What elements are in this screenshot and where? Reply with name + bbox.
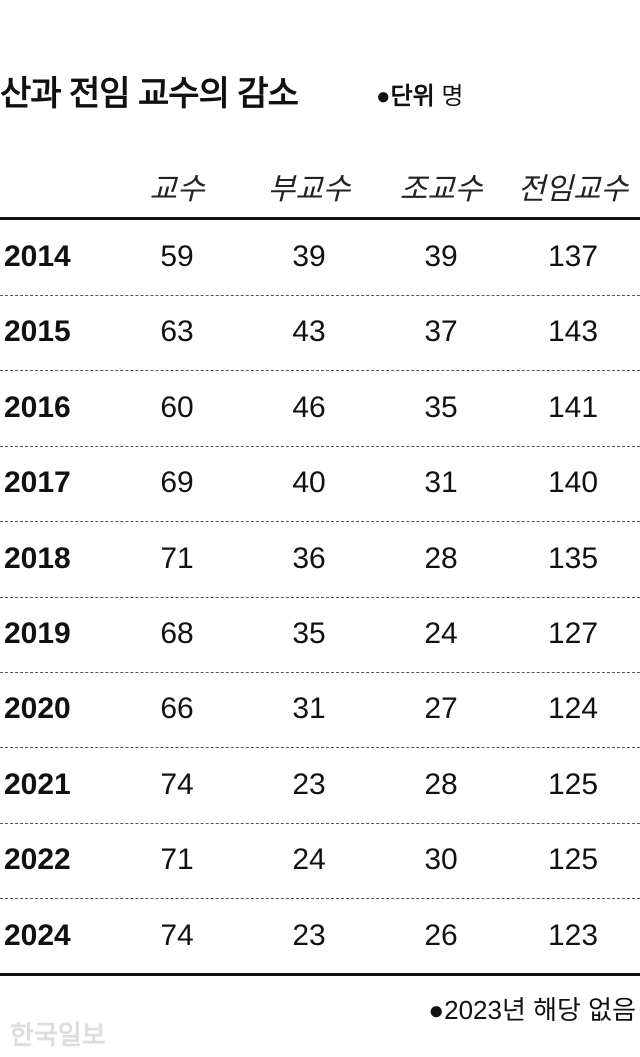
cell: 36 xyxy=(292,541,326,575)
unit: ●단위 명 xyxy=(376,76,463,111)
cell: 26 xyxy=(424,918,458,952)
column-header: 부교수 xyxy=(267,173,351,206)
column-header: 전임교수 xyxy=(517,173,629,206)
cell: 135 xyxy=(547,541,599,575)
column-header: 조교수 xyxy=(399,173,483,206)
bottom-rule xyxy=(0,973,640,976)
cell: 27 xyxy=(424,692,458,726)
row-divider xyxy=(0,822,640,824)
cell: 66 xyxy=(160,692,194,726)
cell: 140 xyxy=(547,466,599,500)
cell: 31 xyxy=(424,466,458,500)
cell: 43 xyxy=(292,315,326,349)
cell: 35 xyxy=(424,390,458,424)
title: 산과 전임 교수의 감소 xyxy=(0,75,299,113)
cell: 24 xyxy=(424,617,458,650)
cell: 30 xyxy=(424,843,458,877)
cell: 59 xyxy=(160,240,194,273)
cell: 28 xyxy=(424,541,458,575)
row-year: 2018 xyxy=(4,541,71,575)
cell: 74 xyxy=(160,767,194,801)
cell: 125 xyxy=(547,843,599,877)
cell: 127 xyxy=(547,617,599,650)
cell: 74 xyxy=(160,918,194,952)
cell: 71 xyxy=(160,843,194,877)
row-divider xyxy=(0,596,640,598)
watermark: 한국일보 xyxy=(10,1020,106,1050)
cell: 141 xyxy=(547,390,599,424)
cell: 125 xyxy=(547,767,599,801)
row-year: 2016 xyxy=(4,390,71,424)
row-year: 2017 xyxy=(4,466,71,500)
unit-value: 명 xyxy=(441,83,464,110)
unit-label: ●단위 xyxy=(376,83,435,110)
cell: 31 xyxy=(292,692,326,726)
row-year: 2021 xyxy=(4,767,71,801)
cell: 28 xyxy=(424,767,458,801)
cell: 68 xyxy=(160,617,194,650)
cell: 63 xyxy=(160,315,194,349)
row-year: 2014 xyxy=(4,240,71,273)
row-year: 2015 xyxy=(4,315,71,349)
cell: 123 xyxy=(547,918,599,952)
cell: 60 xyxy=(160,390,194,424)
cell: 23 xyxy=(292,918,326,952)
cell: 24 xyxy=(292,843,326,877)
cell: 46 xyxy=(292,390,326,424)
row-divider xyxy=(0,370,640,372)
row-divider xyxy=(0,898,640,900)
cell: 23 xyxy=(292,767,326,801)
cell: 137 xyxy=(547,240,599,273)
cell: 143 xyxy=(547,315,599,349)
cell: 39 xyxy=(292,240,326,273)
row-divider xyxy=(0,445,640,447)
cell: 124 xyxy=(547,692,599,726)
cell: 35 xyxy=(292,617,326,650)
row-year: 2020 xyxy=(4,692,71,726)
cell: 69 xyxy=(160,466,194,500)
cell: 71 xyxy=(160,541,194,575)
footnote: ●2023년 해당 없음 xyxy=(428,995,636,1025)
cell: 37 xyxy=(424,315,458,349)
cell: 40 xyxy=(292,466,326,500)
row-divider xyxy=(0,521,640,523)
cell: 39 xyxy=(424,240,458,273)
row-divider xyxy=(0,295,640,296)
column-header: 교수 xyxy=(149,173,205,206)
header-rule xyxy=(0,217,640,220)
row-divider xyxy=(0,672,640,673)
row-year: 2022 xyxy=(4,843,71,877)
row-year: 2024 xyxy=(4,918,71,952)
row-year: 2019 xyxy=(4,617,71,650)
row-divider xyxy=(0,747,640,749)
